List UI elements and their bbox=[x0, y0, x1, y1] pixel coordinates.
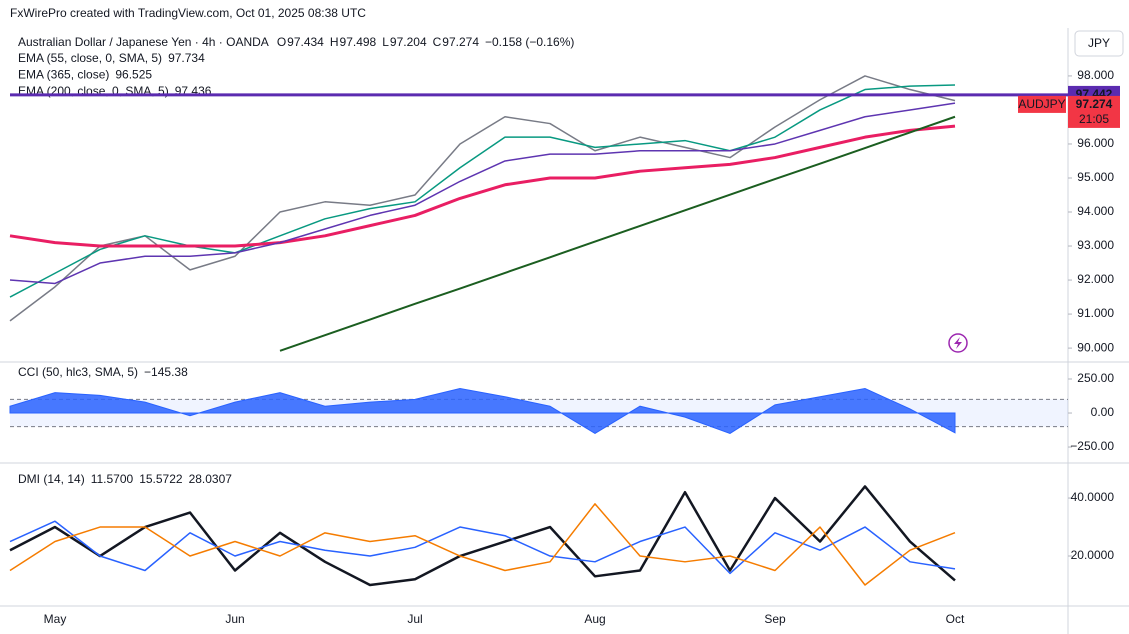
y-tick-label: 98.000 bbox=[1077, 68, 1114, 82]
legend-name: EMA (365, close) bbox=[18, 68, 109, 82]
series-line bbox=[9, 503, 956, 586]
y-tick-label: −250.00 bbox=[1070, 439, 1114, 453]
symbol-tag bbox=[1018, 95, 1066, 113]
legend-value: 97.734 bbox=[168, 51, 205, 65]
x-tick-label: Aug bbox=[584, 612, 605, 626]
indicator-value: −145.38 bbox=[144, 365, 188, 379]
indicator-value: 15.5722 bbox=[139, 472, 183, 486]
y-tick-label: 92.000 bbox=[1077, 272, 1114, 286]
y-tick-label: 90.000 bbox=[1077, 340, 1114, 354]
y-tick-label: 20.0000 bbox=[1071, 548, 1115, 562]
currency-label: JPY bbox=[1088, 36, 1110, 50]
y-tick-label: 0.00 bbox=[1091, 405, 1115, 419]
x-tick-label: May bbox=[44, 612, 67, 626]
ohlc-key: C bbox=[433, 35, 442, 49]
indicator-title: DMI (14, 14) bbox=[18, 472, 85, 486]
price-change: −0.158 (−0.16%) bbox=[485, 35, 574, 49]
x-tick-label: Jul bbox=[407, 612, 422, 626]
symbol-label: AUDJPY bbox=[1018, 97, 1065, 111]
last-price-label: 97.274 bbox=[1076, 97, 1113, 111]
alert-icon[interactable] bbox=[948, 333, 968, 353]
symbol-title: Australian Dollar / Japanese Yen · 4h · … bbox=[18, 35, 269, 49]
cci-area bbox=[9, 388, 956, 435]
y-tick-label: 91.000 bbox=[1077, 306, 1114, 320]
indicator-value: 28.0307 bbox=[189, 472, 233, 486]
ohlc-value: 97.434 bbox=[287, 35, 324, 49]
y-tick-label: 95.000 bbox=[1077, 170, 1114, 184]
countdown-label: 21:05 bbox=[1079, 112, 1109, 126]
indicator-value: 11.5700 bbox=[91, 472, 134, 486]
y-tick-label: 96.000 bbox=[1077, 136, 1114, 150]
y-tick-label: 40.0000 bbox=[1071, 490, 1115, 504]
ohlc-value: 97.274 bbox=[442, 35, 479, 49]
ohlc-key: O bbox=[277, 35, 286, 49]
watermark: FxWirePro created with TradingView.com, … bbox=[10, 6, 366, 20]
ohlc-key: L bbox=[382, 35, 389, 49]
ohlc-key: H bbox=[330, 35, 339, 49]
y-tick-label: 94.000 bbox=[1077, 204, 1114, 218]
series-line bbox=[9, 485, 956, 587]
y-tick-label: 93.000 bbox=[1077, 238, 1114, 252]
series-line bbox=[9, 124, 956, 248]
x-tick-label: Oct bbox=[946, 612, 965, 626]
ohlc-value: 97.498 bbox=[340, 35, 377, 49]
legend-value: 96.525 bbox=[115, 68, 152, 82]
indicator-title: CCI (50, hlc3, SMA, 5) bbox=[18, 365, 138, 379]
series-line bbox=[279, 115, 956, 352]
ohlc-value: 97.204 bbox=[390, 35, 427, 49]
x-tick-label: Sep bbox=[764, 612, 786, 626]
series-line bbox=[9, 75, 956, 322]
y-tick-label: 250.00 bbox=[1077, 371, 1114, 385]
series-line bbox=[9, 102, 956, 285]
last-price-tag bbox=[1068, 95, 1120, 128]
x-tick-label: Jun bbox=[225, 612, 244, 626]
series-line bbox=[9, 84, 956, 298]
series-line bbox=[9, 520, 956, 575]
legend-name: EMA (55, close, 0, SMA, 5) bbox=[18, 51, 162, 65]
currency-button[interactable] bbox=[1074, 30, 1124, 57]
